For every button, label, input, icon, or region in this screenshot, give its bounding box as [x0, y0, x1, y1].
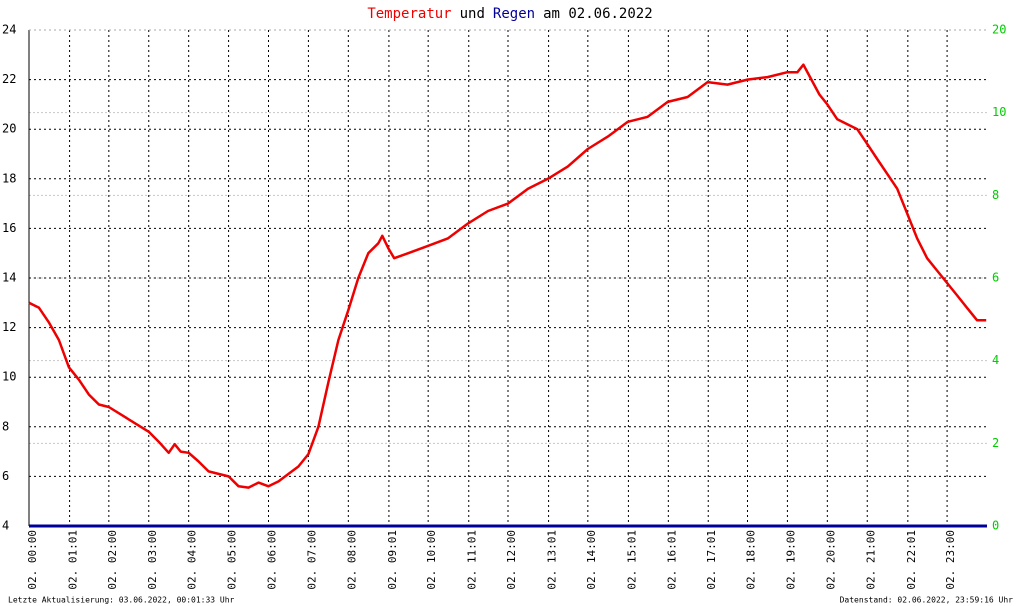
y2-tick-label: 10	[992, 105, 1006, 119]
chart-title: Temperatur und Regen am 02.06.2022	[367, 6, 652, 22]
x-tick-label: 02. 18:00	[745, 530, 758, 590]
x-tick-label: 02. 06:00	[266, 530, 279, 590]
x-tick-label: 02. 13:01	[546, 530, 559, 590]
x-tick-label: 02. 15:01	[625, 530, 638, 590]
x-tick-label: 02. 23:00	[944, 530, 957, 590]
y-tick-label: 10	[2, 370, 16, 384]
x-tick-label: 02. 07:00	[305, 530, 318, 590]
y2-tick-label: 8	[992, 188, 999, 202]
y-tick-label: 24	[2, 23, 16, 37]
x-tick-label: 02. 21:00	[864, 530, 877, 590]
y2-tick-label: 4	[992, 353, 999, 367]
y-tick-label: 16	[2, 221, 16, 235]
footer-right: Datenstand: 02.06.2022, 23:59:16 Uhr	[840, 596, 1014, 605]
series-line	[28, 63, 987, 489]
x-tick-label: 02. 11:01	[466, 530, 479, 590]
x-tick-label: 02. 19:00	[784, 530, 797, 590]
x-tick-label: 02. 03:00	[146, 530, 159, 590]
x-tick-label: 02. 12:00	[505, 530, 518, 590]
y-tick-label: 8	[2, 419, 9, 433]
y-tick-label: 14	[2, 271, 16, 285]
x-tick-label: 02. 09:01	[386, 530, 399, 590]
title-part: Regen	[493, 6, 535, 22]
x-tick-label: 02. 20:00	[824, 530, 837, 590]
x-tick-label: 02. 01:01	[67, 530, 80, 590]
y2-tick-label: 0	[992, 519, 999, 533]
title-part: Temperatur	[367, 6, 451, 22]
x-tick-label: 02. 04:00	[186, 530, 199, 590]
y-tick-label: 4	[2, 519, 9, 533]
y-tick-label: 22	[2, 72, 16, 86]
y2-tick-label: 6	[992, 271, 999, 285]
y-tick-label: 6	[2, 469, 9, 483]
y2-tick-label: 2	[992, 436, 999, 450]
y-tick-label: 12	[2, 320, 16, 334]
title-part: und	[460, 6, 485, 22]
x-tick-label: 02. 16:01	[665, 530, 678, 590]
x-tick-label: 02. 14:00	[585, 530, 598, 590]
x-tick-label: 02. 17:01	[705, 530, 718, 590]
x-tick-label: 02. 10:00	[425, 530, 438, 590]
x-tick-label: 02. 02:00	[106, 530, 119, 590]
y-tick-label: 20	[2, 122, 16, 136]
y2-tick-label: 20	[992, 23, 1006, 37]
footer-left: Letzte Aktualisierung: 03.06.2022, 00:01…	[8, 596, 235, 605]
x-tick-label: 02. 08:00	[345, 530, 358, 590]
title-part: am 02.06.2022	[543, 6, 653, 22]
x-tick-label: 02. 05:00	[226, 530, 239, 590]
y-tick-label: 18	[2, 171, 16, 185]
x-tick-label: 02. 00:00	[26, 530, 39, 590]
x-tick-label: 02. 22:01	[905, 530, 918, 590]
